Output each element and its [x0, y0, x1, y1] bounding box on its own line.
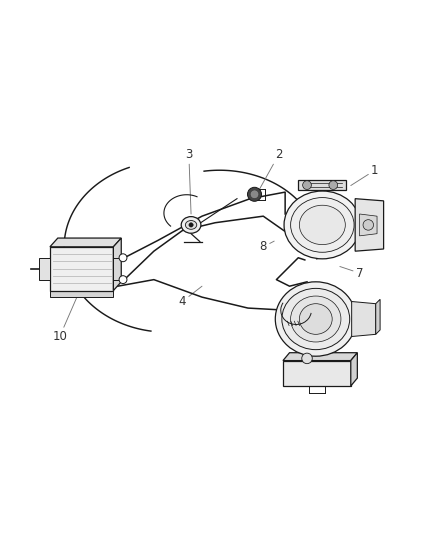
Ellipse shape — [185, 221, 196, 229]
Polygon shape — [350, 353, 357, 386]
Text: 8: 8 — [259, 240, 274, 253]
Ellipse shape — [181, 216, 201, 233]
Circle shape — [251, 191, 258, 198]
Polygon shape — [283, 353, 357, 361]
Polygon shape — [283, 361, 350, 386]
Circle shape — [301, 353, 311, 364]
Ellipse shape — [290, 198, 353, 252]
Circle shape — [247, 187, 261, 201]
Circle shape — [362, 220, 373, 230]
Polygon shape — [354, 199, 383, 251]
Polygon shape — [50, 290, 113, 297]
Circle shape — [119, 276, 127, 284]
Circle shape — [328, 181, 337, 189]
Text: 10: 10 — [52, 286, 81, 343]
Ellipse shape — [283, 191, 360, 259]
Ellipse shape — [281, 288, 349, 350]
Text: 4: 4 — [178, 286, 201, 308]
Polygon shape — [359, 214, 376, 236]
Polygon shape — [351, 302, 375, 336]
Ellipse shape — [290, 296, 340, 342]
Ellipse shape — [275, 282, 356, 356]
Text: 1: 1 — [350, 164, 378, 185]
Ellipse shape — [299, 205, 345, 245]
Polygon shape — [50, 247, 113, 290]
Text: 2: 2 — [254, 148, 282, 197]
Polygon shape — [297, 180, 346, 190]
Polygon shape — [39, 258, 50, 280]
Polygon shape — [113, 238, 121, 290]
Polygon shape — [375, 300, 379, 334]
Text: 3: 3 — [185, 148, 192, 214]
Text: 7: 7 — [339, 266, 363, 280]
Circle shape — [188, 223, 193, 227]
Circle shape — [302, 181, 311, 189]
Polygon shape — [50, 238, 121, 247]
Ellipse shape — [299, 304, 332, 334]
Circle shape — [119, 254, 127, 262]
